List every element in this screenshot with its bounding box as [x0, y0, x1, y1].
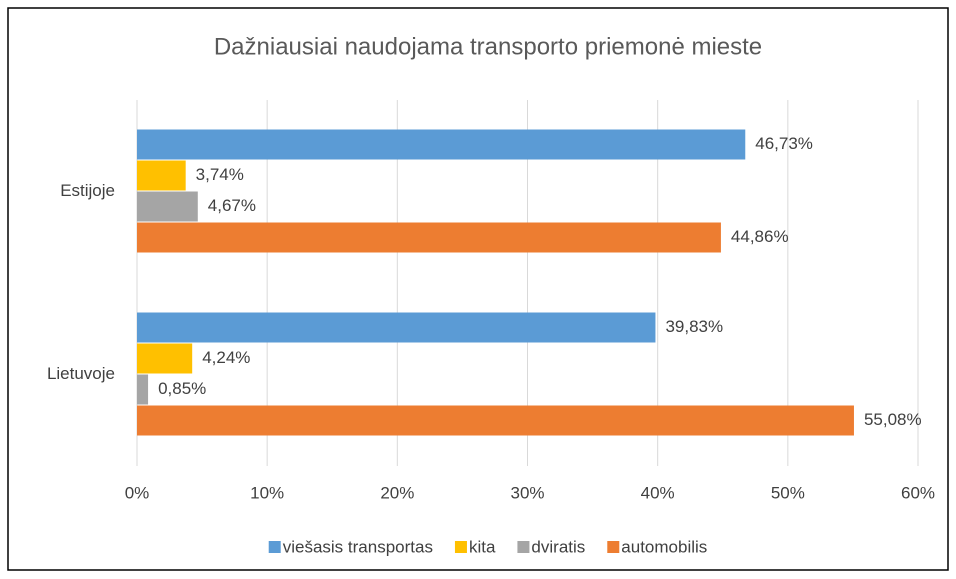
y-tick-label: Estijoje — [60, 181, 115, 200]
y-tick-label: Lietuvoje — [47, 364, 115, 383]
legend-label: kita — [469, 537, 496, 556]
legend-label: viešasis transportas — [283, 537, 433, 556]
legend-swatch — [268, 541, 281, 553]
bar — [137, 191, 198, 222]
x-tick-label: 40% — [641, 483, 675, 502]
bar — [137, 222, 721, 253]
data-label: 55,08% — [864, 410, 922, 429]
chart-title: Dažniausiai naudojama transporto priemon… — [214, 33, 762, 60]
x-tick-label: 10% — [250, 483, 284, 502]
data-label: 39,83% — [665, 317, 723, 336]
bar — [137, 374, 149, 405]
bar — [137, 343, 193, 374]
data-label: 3,74% — [196, 165, 244, 184]
data-label: 4,67% — [208, 196, 256, 215]
legend-swatch — [517, 541, 530, 553]
legend-label: dviratis — [531, 537, 585, 556]
data-label: 4,24% — [202, 348, 250, 367]
legend-swatch — [607, 541, 620, 553]
legend-swatch — [454, 541, 467, 553]
x-tick-label: 30% — [510, 483, 544, 502]
data-label: 44,86% — [731, 227, 789, 246]
x-tick-label: 50% — [771, 483, 805, 502]
data-label: 0,85% — [158, 379, 206, 398]
x-tick-label: 60% — [901, 483, 935, 502]
x-tick-label: 20% — [380, 483, 414, 502]
bar — [137, 312, 656, 343]
legend-label: automobilis — [621, 537, 707, 556]
bar — [137, 405, 854, 436]
x-tick-label: 0% — [125, 483, 150, 502]
data-label: 46,73% — [755, 134, 813, 153]
chart-border — [7, 7, 949, 571]
bar — [137, 129, 746, 160]
bar — [137, 160, 186, 191]
